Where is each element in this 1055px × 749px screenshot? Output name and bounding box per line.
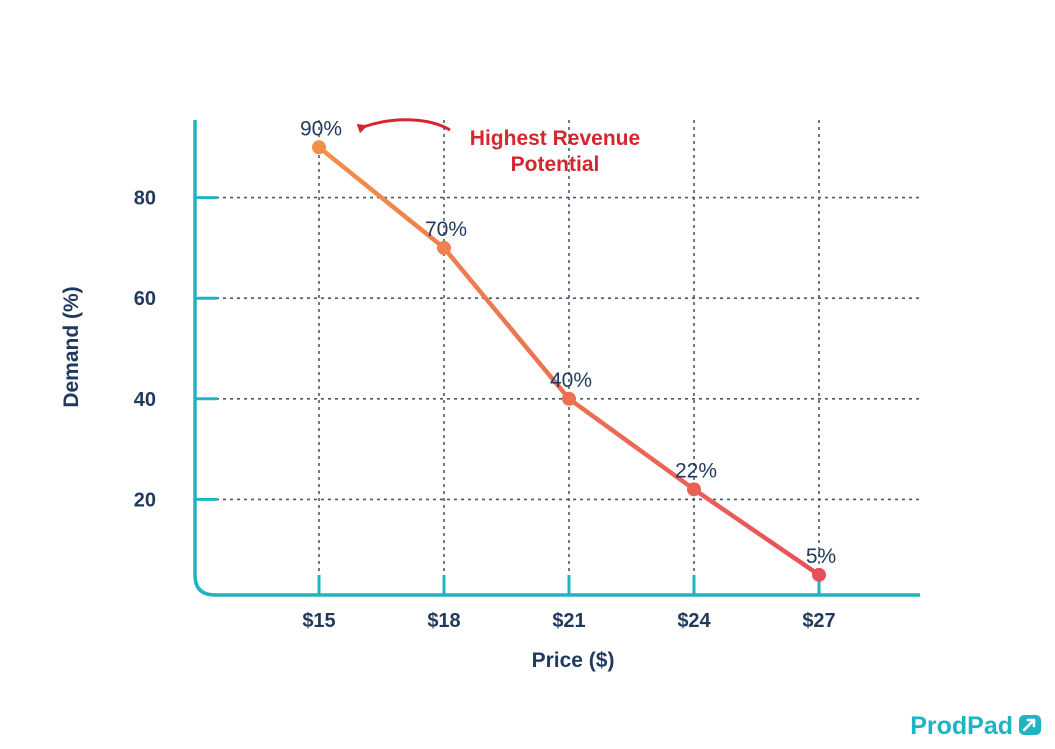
data-label: 5% — [806, 545, 836, 568]
axis-line — [193, 120, 920, 597]
y-tick-label: 80 — [134, 188, 156, 210]
logo-icon — [1019, 715, 1041, 735]
annotation-highest-revenue: Highest Revenue Potential — [356, 118, 640, 176]
data-label: 40% — [550, 369, 592, 392]
annotation-line-1: Highest Revenue — [470, 127, 640, 150]
grid — [195, 120, 920, 595]
annotation-line-2: Potential — [511, 153, 600, 176]
axes: 20 40 60 80 $15 $18 $21 $24 $27 — [134, 120, 920, 632]
x-axis-title: Price ($) — [532, 649, 615, 672]
x-tick-label: $24 — [677, 610, 711, 632]
data-label: 90% — [300, 117, 342, 140]
data-point — [812, 567, 826, 582]
prodpad-logo: ProdPad — [910, 712, 1041, 740]
data-labels: 90% 70% 40% 22% 5% — [300, 117, 836, 568]
y-axis-title: Demand (%) — [60, 286, 83, 407]
x-tick-label: $18 — [427, 610, 460, 632]
x-tick-label: $21 — [552, 610, 585, 632]
y-tick-label: 20 — [134, 489, 156, 511]
x-tick-label: $15 — [302, 610, 335, 632]
y-tick-label: 60 — [134, 288, 156, 310]
data-point — [312, 140, 326, 155]
data-point — [687, 482, 701, 497]
series-demand — [312, 140, 826, 582]
x-tick-label: $27 — [802, 610, 835, 632]
data-label: 22% — [675, 459, 717, 482]
annotation-arrow — [356, 118, 451, 134]
data-label: 70% — [425, 218, 467, 241]
data-point — [562, 391, 576, 406]
data-point — [437, 240, 451, 255]
logo-text: ProdPad — [910, 712, 1013, 740]
y-tick-label: 40 — [134, 389, 156, 411]
